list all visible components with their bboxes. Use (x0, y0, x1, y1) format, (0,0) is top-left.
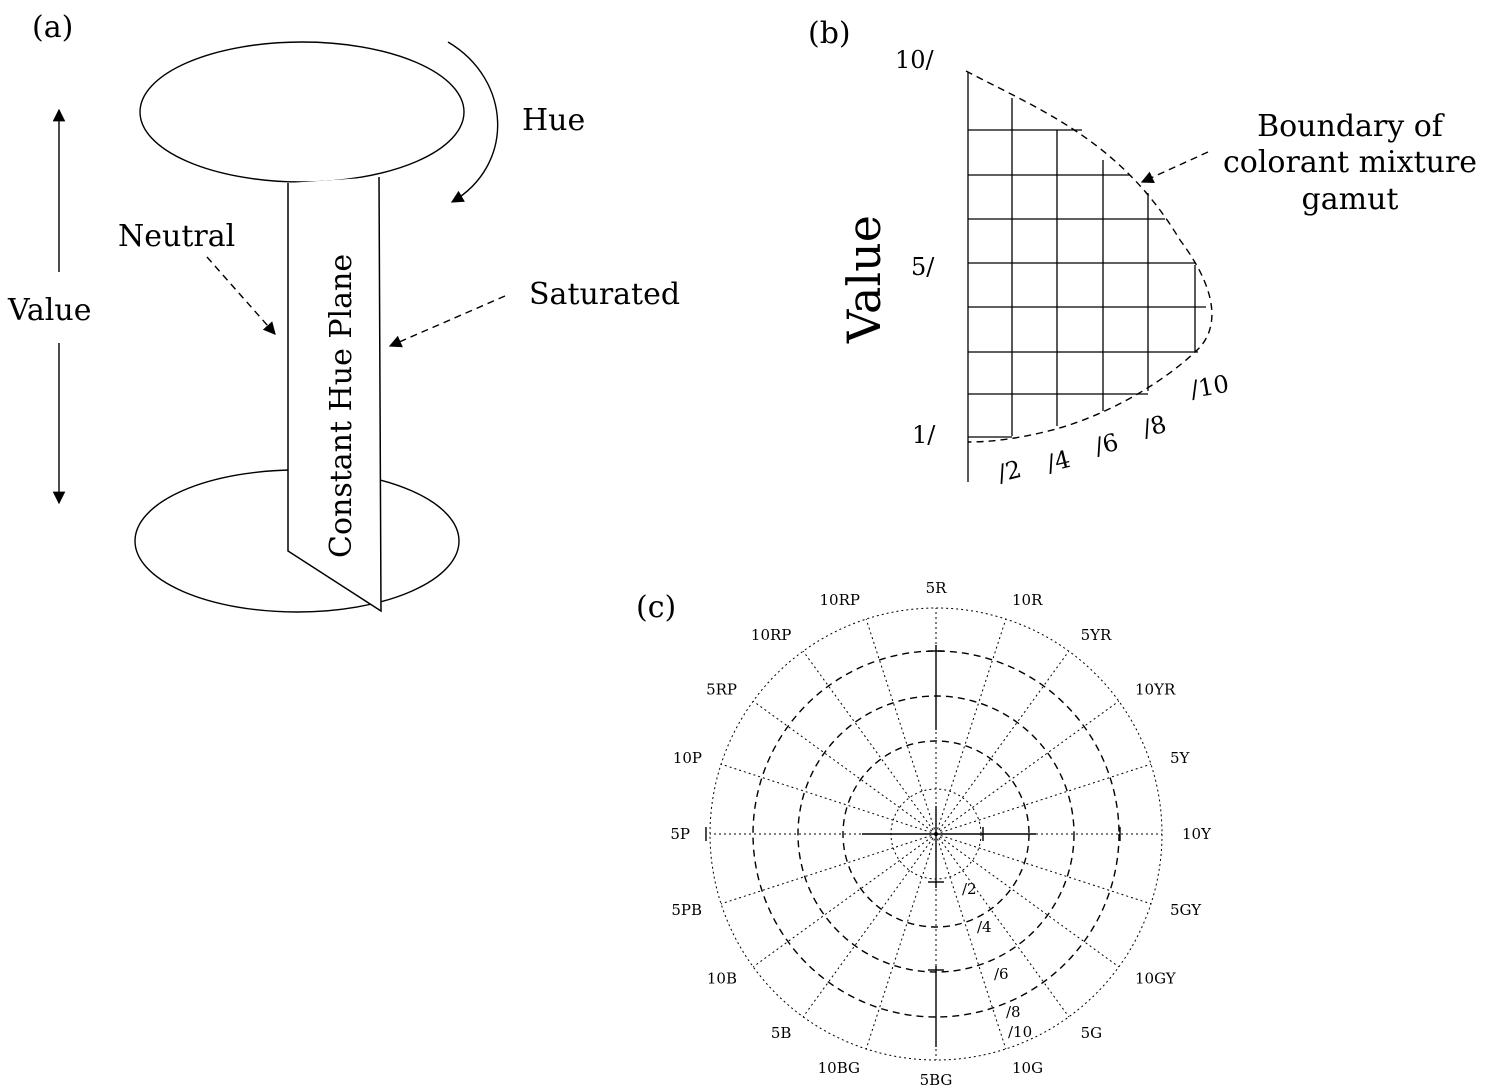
hue-label: 5R (926, 579, 948, 597)
hue-label: 5G (1081, 1024, 1103, 1042)
boundary-label-line-2: colorant mixture (1223, 145, 1477, 180)
gamut-boundary (965, 70, 1213, 443)
hue-spoke (935, 763, 1152, 835)
neutral-label: Neutral (118, 219, 235, 254)
saturated-arrow (388, 295, 506, 348)
hue-label: 5BG (920, 1071, 953, 1089)
top-ellipse (139, 41, 465, 183)
neutral-arrow (206, 256, 276, 335)
boundary-label-line-1: Boundary of (1257, 109, 1445, 144)
hue-labels: 5R 10R 5YR 10YR 5Y 10Y 5GY 10GY 5G 10G 5BG 10BG 5B 10… (670, 579, 1212, 1089)
value-axis-label: Value (837, 215, 891, 344)
hue-label: 10BG (818, 1059, 860, 1077)
hue-label: 5B (771, 1024, 792, 1042)
boundary-arrow (1140, 151, 1209, 184)
chroma-label-6: /6 (994, 965, 1009, 983)
value-tick-1: 1/ (912, 421, 936, 449)
hue-label: Hue (522, 103, 585, 138)
panel-c: (c) 5R 10R 5YR 10YR 5Y 10Y 5GY 10GY 5G 10G 5BG 10BG… (636, 579, 1212, 1089)
hue-label: 5P (670, 825, 690, 843)
ring-8 (752, 650, 1120, 1018)
hue-label: 10Y (1182, 825, 1212, 843)
hue-spoke (865, 833, 937, 1050)
chroma-label-8: /8 (1006, 1003, 1021, 1021)
hue-label: 10P (673, 749, 702, 767)
chroma-value-grid (967, 72, 1206, 482)
chroma-label-10: /10 (1008, 1023, 1032, 1041)
panel-b-tag: (b) (808, 16, 851, 51)
hue-spoke (935, 833, 1120, 968)
hue-label: 5YR (1081, 626, 1112, 644)
hue-spoke (720, 763, 937, 835)
hue-label: 10G (1012, 1059, 1043, 1077)
hue-spoke (935, 618, 1007, 835)
hue-label: 10R (1012, 591, 1043, 609)
hue-label: 5Y (1170, 749, 1191, 767)
boundary-label: Boundary of colorant mixture gamut (1223, 109, 1477, 217)
hue-spoke (802, 650, 937, 835)
cross-marks (705, 645, 1121, 1047)
hue-spoke (752, 700, 937, 835)
chroma-tick-6: /6 (1092, 428, 1121, 461)
chroma-label-4: /4 (977, 918, 992, 936)
panel-b: (b) Value 10/ 5/ 1/ /2 /4 /6 /8 /10 (808, 16, 1477, 488)
boundary-label-line-3: gamut (1302, 182, 1399, 217)
value-label-a: Value (7, 293, 91, 328)
hue-spoke (752, 833, 937, 968)
hue-label: 10RP (751, 626, 791, 644)
saturated-label: Saturated (529, 277, 680, 312)
plane-label: Constant Hue Plane (324, 254, 359, 558)
panel-c-tag: (c) (636, 590, 676, 625)
hue-spoke (802, 833, 937, 1018)
constant-hue-plane (287, 176, 382, 613)
hue-label: 10RP (820, 591, 860, 609)
hue-arrow (447, 41, 499, 203)
hue-label: 10B (707, 970, 737, 988)
panel-a-tag: (a) (32, 10, 73, 45)
hue-label: 5RP (706, 680, 737, 698)
hue-spoke (865, 618, 937, 835)
chroma-label-2: /2 (962, 880, 977, 898)
panel-a: (a) Constant Hue Plane Hue Neutral Satur… (7, 10, 680, 613)
chroma-tick-4: /4 (1044, 445, 1073, 478)
hue-label: 5PB (671, 901, 702, 919)
value-tick-10: 10/ (895, 46, 935, 74)
hue-label: 5GY (1170, 901, 1202, 919)
chroma-tick-8: /8 (1140, 410, 1169, 443)
chroma-tick-10: /10 (1188, 370, 1231, 404)
value-tick-5: 5/ (911, 253, 935, 281)
hue-label: 10YR (1135, 680, 1176, 698)
chroma-tick-2: /2 (995, 455, 1024, 488)
hue-label: 10GY (1135, 970, 1177, 988)
hue-spoke (935, 700, 1120, 835)
